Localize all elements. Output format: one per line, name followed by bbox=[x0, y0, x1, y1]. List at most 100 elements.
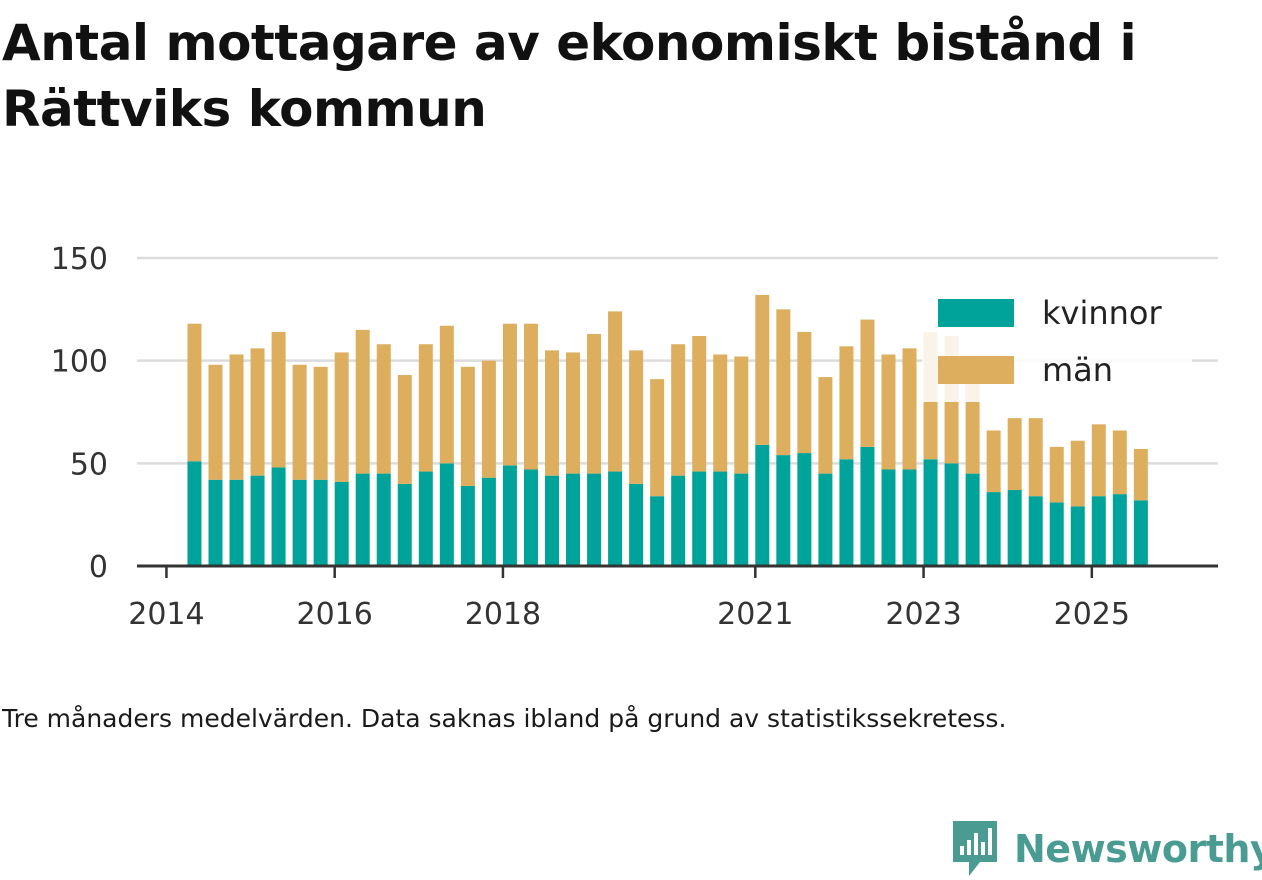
bar-man-7 bbox=[334, 352, 349, 482]
bar-man-11 bbox=[418, 344, 433, 472]
bar-man-3 bbox=[250, 348, 265, 476]
bar-man-13 bbox=[460, 366, 475, 486]
bar-man-42 bbox=[1070, 440, 1085, 507]
bar-man-45 bbox=[1133, 448, 1148, 501]
bar-kvinnor-17 bbox=[544, 475, 559, 566]
bar-man-39 bbox=[1007, 418, 1022, 491]
bar-kvinnor-15 bbox=[502, 465, 517, 566]
bar-kvinnor-1 bbox=[208, 479, 223, 566]
bar-kvinnor-42 bbox=[1070, 506, 1085, 566]
bar-kvinnor-20 bbox=[608, 471, 623, 566]
bar-man-19 bbox=[587, 333, 602, 474]
bar-man-29 bbox=[797, 331, 812, 454]
x-tick-label-2025: 2025 bbox=[1054, 597, 1130, 632]
brand-name: Newsworthy bbox=[1014, 827, 1262, 871]
footnote: Tre månaders medelvärden. Data saknas ib… bbox=[2, 704, 1007, 733]
bar-kvinnor-11 bbox=[418, 471, 433, 566]
bar-kvinnor-22 bbox=[650, 496, 665, 566]
bar-man-32 bbox=[860, 319, 875, 447]
bar-kvinnor-4 bbox=[271, 467, 286, 566]
bar-kvinnor-14 bbox=[481, 477, 496, 566]
chart-title: Antal mottagare av ekonomiskt bistånd i … bbox=[2, 14, 1137, 138]
bar-man-6 bbox=[313, 366, 328, 480]
bar-man-17 bbox=[544, 350, 559, 476]
bar-kvinnor-39 bbox=[1007, 490, 1022, 566]
y-tick-label-150: 150 bbox=[51, 242, 108, 277]
legend: kvinnor män bbox=[922, 286, 1192, 402]
bar-kvinnor-5 bbox=[292, 479, 307, 566]
brand: Newsworthy bbox=[950, 818, 1262, 880]
x-tick-label-2016: 2016 bbox=[297, 597, 373, 632]
bar-kvinnor-9 bbox=[376, 473, 391, 566]
bar-kvinnor-36 bbox=[944, 463, 959, 566]
bar-man-20 bbox=[608, 311, 623, 472]
bar-kvinnor-18 bbox=[566, 473, 581, 566]
bar-man-30 bbox=[818, 377, 833, 474]
bar-man-16 bbox=[523, 323, 538, 470]
bar-kvinnor-23 bbox=[671, 475, 686, 566]
bar-kvinnor-25 bbox=[713, 471, 728, 566]
legend-label-1: män bbox=[1042, 351, 1113, 389]
x-tick-label-2021: 2021 bbox=[717, 597, 793, 632]
bar-kvinnor-24 bbox=[692, 471, 707, 566]
x-tick-label-2023: 2023 bbox=[885, 597, 961, 632]
y-tick-label-50: 50 bbox=[70, 447, 108, 482]
bar-kvinnor-16 bbox=[523, 469, 538, 566]
bar-kvinnor-37 bbox=[965, 473, 980, 566]
bar-man-18 bbox=[566, 352, 581, 474]
bar-man-0 bbox=[187, 323, 202, 462]
bar-man-26 bbox=[734, 356, 749, 474]
bar-kvinnor-0 bbox=[187, 461, 202, 566]
bar-man-40 bbox=[1028, 418, 1043, 497]
bar-kvinnor-19 bbox=[587, 473, 602, 566]
bar-kvinnor-35 bbox=[923, 459, 938, 566]
bar-man-41 bbox=[1049, 446, 1064, 503]
bars bbox=[187, 294, 1148, 566]
bar-man-43 bbox=[1091, 424, 1106, 497]
x-tick-label-2014: 2014 bbox=[128, 597, 204, 632]
bar-man-33 bbox=[881, 354, 896, 470]
y-tick-label-100: 100 bbox=[51, 345, 108, 380]
bar-kvinnor-26 bbox=[734, 473, 749, 566]
bar-man-5 bbox=[292, 364, 307, 480]
bar-man-9 bbox=[376, 344, 391, 474]
bar-man-12 bbox=[439, 325, 454, 464]
bar-man-21 bbox=[629, 350, 644, 484]
bar-man-10 bbox=[397, 375, 412, 484]
bar-man-2 bbox=[229, 354, 244, 480]
bar-man-4 bbox=[271, 331, 286, 468]
bar-man-1 bbox=[208, 364, 223, 480]
newsworthy-logo-icon bbox=[953, 821, 997, 876]
bar-kvinnor-8 bbox=[355, 473, 370, 566]
bar-kvinnor-29 bbox=[797, 453, 812, 566]
bar-man-37 bbox=[965, 383, 980, 474]
axes: 0 50 100 150 2014 2016 2018 2021 2023 2025 bbox=[51, 242, 1218, 632]
bar-kvinnor-43 bbox=[1091, 496, 1106, 566]
bar-man-8 bbox=[355, 329, 370, 474]
bar-kvinnor-27 bbox=[755, 444, 770, 566]
bar-man-27 bbox=[755, 294, 770, 445]
bar-kvinnor-45 bbox=[1133, 500, 1148, 566]
legend-swatch-0 bbox=[938, 299, 1014, 327]
bar-man-22 bbox=[650, 379, 665, 497]
bar-kvinnor-41 bbox=[1049, 502, 1064, 566]
bar-man-23 bbox=[671, 344, 686, 476]
bar-kvinnor-38 bbox=[986, 492, 1001, 566]
bar-man-14 bbox=[481, 360, 496, 478]
bar-man-44 bbox=[1112, 430, 1127, 495]
bar-man-24 bbox=[692, 336, 707, 472]
bar-man-38 bbox=[986, 430, 1001, 493]
bar-kvinnor-6 bbox=[313, 479, 328, 566]
bar-man-25 bbox=[713, 354, 728, 472]
bar-kvinnor-30 bbox=[818, 473, 833, 566]
bar-kvinnor-40 bbox=[1028, 496, 1043, 566]
bar-kvinnor-12 bbox=[439, 463, 454, 566]
bar-man-15 bbox=[502, 323, 517, 466]
bar-kvinnor-31 bbox=[839, 459, 854, 566]
bar-kvinnor-21 bbox=[629, 483, 644, 566]
stacked-bar-chart: 0 50 100 150 2014 2016 2018 2021 2023 2025 kvinno… bbox=[51, 242, 1218, 632]
bar-kvinnor-10 bbox=[397, 483, 412, 566]
bar-kvinnor-33 bbox=[881, 469, 896, 566]
bar-man-28 bbox=[776, 309, 791, 456]
bar-kvinnor-7 bbox=[334, 481, 349, 566]
